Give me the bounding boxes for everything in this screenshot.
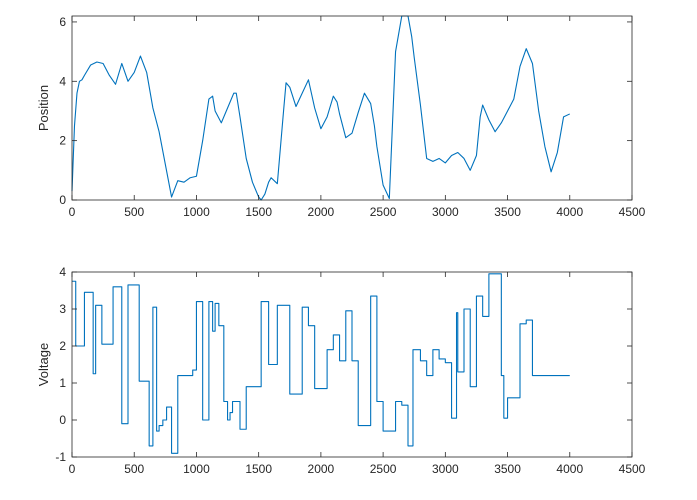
x-tick-label: 2500 <box>370 462 397 476</box>
x-tick-label: 2500 <box>370 205 397 219</box>
x-tick-label: 2000 <box>308 462 335 476</box>
position-axes: 0 500 1000 1500 2000 2500 3000 3500 4000 4500 0 2 4 6… <box>36 15 646 219</box>
x-tick-label: 1500 <box>245 462 272 476</box>
plot-area <box>72 16 632 200</box>
y-tick-label: -1 <box>55 450 66 464</box>
axes-box <box>71 15 633 201</box>
y-tick-label: 0 <box>59 413 66 427</box>
position-axis-label: Position <box>36 85 51 131</box>
axes-box <box>71 271 633 458</box>
voltage-series-line <box>72 273 570 454</box>
position-series-line <box>71 15 571 201</box>
x-tick-label: 4000 <box>556 205 583 219</box>
x-tick-label: 2000 <box>308 205 335 219</box>
y-tick-label: 2 <box>59 134 66 148</box>
x-tick-label: 500 <box>124 462 144 476</box>
x-tick-label: 1500 <box>245 205 272 219</box>
x-tick-label: 4000 <box>556 462 583 476</box>
x-tick-label: 1000 <box>183 462 210 476</box>
y-tick-label: 4 <box>59 265 66 279</box>
x-tick-label: 4500 <box>619 462 646 476</box>
x-tick-label: 3500 <box>494 205 521 219</box>
y-tick-label: 2 <box>59 339 66 353</box>
x-tick-label: 0 <box>69 462 76 476</box>
x-tick-label: 1000 <box>183 205 210 219</box>
x-tick-label: 3000 <box>432 462 459 476</box>
x-tick-label: 3000 <box>432 205 459 219</box>
y-tick-label: 1 <box>59 376 66 390</box>
x-tick-label: 0 <box>69 205 76 219</box>
y-tick-label: 3 <box>59 302 66 316</box>
y-tick-label: 0 <box>59 193 66 207</box>
plot-area <box>72 272 632 457</box>
x-tick-label: 4500 <box>619 205 646 219</box>
y-tick-label: 6 <box>59 15 66 29</box>
voltage-axes: 0 500 1000 1500 2000 2500 3000 3500 4000 4500-101… <box>36 265 646 476</box>
voltage-axis-label: Voltage <box>36 343 51 386</box>
y-tick-label: 4 <box>59 74 66 88</box>
x-tick-label: 3500 <box>494 462 521 476</box>
x-tick-label: 500 <box>124 205 144 219</box>
